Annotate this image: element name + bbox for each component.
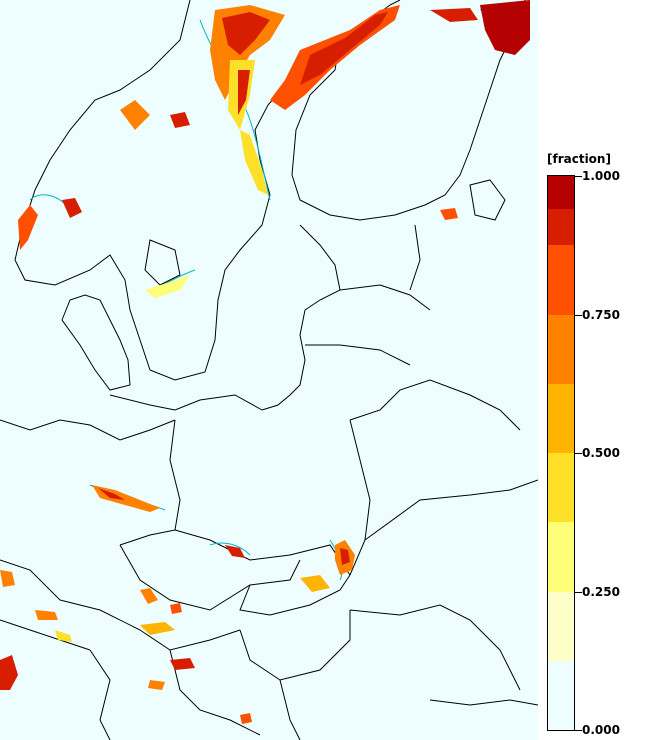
- colorbar-bin: [548, 176, 574, 210]
- colorbar-tick: [575, 176, 582, 177]
- border-slovenia-croatia: [169, 649, 261, 736]
- south-baltic-coast: [109, 394, 263, 411]
- border-poland-germany: [169, 419, 181, 531]
- field-alps-east: [140, 622, 175, 635]
- border-poland-south: [174, 529, 351, 576]
- colorbar-bin: [548, 591, 574, 661]
- border-switzerland: [0, 619, 91, 651]
- field-alps-west: [0, 655, 18, 690]
- border-lithuania: [305, 344, 411, 366]
- border-bulgaria: [429, 699, 538, 706]
- border-slovakia-hungary: [239, 574, 351, 616]
- border-belarus: [349, 379, 521, 431]
- border-estonia-russia: [409, 224, 421, 291]
- map-canvas: [0, 0, 538, 740]
- border-ukraine-romania: [364, 479, 538, 541]
- field-harz-erzgebirge: [92, 485, 160, 512]
- colorbar-tick: [575, 453, 582, 454]
- colorbar-tick: [575, 730, 582, 731]
- finland-coast: [291, 0, 526, 221]
- border-hungary-south: [239, 610, 351, 681]
- colorbar-bin: [548, 245, 574, 315]
- lake-vanern: [144, 239, 181, 286]
- colorbar-tick-label: 0.000: [582, 723, 620, 737]
- colorbar-tick-label: 0.250: [582, 584, 620, 599]
- field-tatras: [300, 575, 330, 592]
- legend: [fraction] 1.000 0.750 0.500 0.250 0.000: [538, 0, 669, 740]
- colorbar-bin: [548, 660, 574, 730]
- colorbar-tick: [575, 591, 582, 593]
- colorbar: [547, 175, 575, 731]
- map-panel: [0, 0, 538, 740]
- colorbar-tick-label: 0.500: [582, 446, 620, 460]
- colorbar-bin: [548, 314, 574, 384]
- baltic-east-coast: [261, 224, 341, 411]
- border-serbia: [279, 679, 301, 740]
- border-italy: [89, 649, 111, 740]
- colorbar-bin: [548, 522, 574, 592]
- border-austria: [59, 599, 241, 651]
- border-poland-ukraine: [349, 419, 371, 576]
- border-czech: [119, 529, 301, 611]
- field-kola: [480, 0, 530, 55]
- field-norway-west: [18, 205, 38, 250]
- field-krkonose: [225, 545, 245, 558]
- colorbar-tick: [575, 314, 582, 316]
- denmark-coast: [61, 294, 131, 391]
- border-germany-sw: [0, 559, 61, 601]
- legend-unit-label: [fraction]: [547, 152, 611, 166]
- fraction-fields: [0, 0, 530, 724]
- border-latvia: [339, 284, 431, 311]
- colorbar-tick-label: 0.750: [582, 307, 620, 322]
- colorbar-tick-label: 1.000: [582, 169, 620, 183]
- colorbar-bin: [548, 453, 574, 523]
- colorbar-bin: [548, 383, 574, 453]
- land-outline: [0, 0, 538, 740]
- border-romania: [349, 604, 521, 691]
- lake-ladoga: [469, 179, 506, 221]
- border-germany-west: [0, 419, 176, 441]
